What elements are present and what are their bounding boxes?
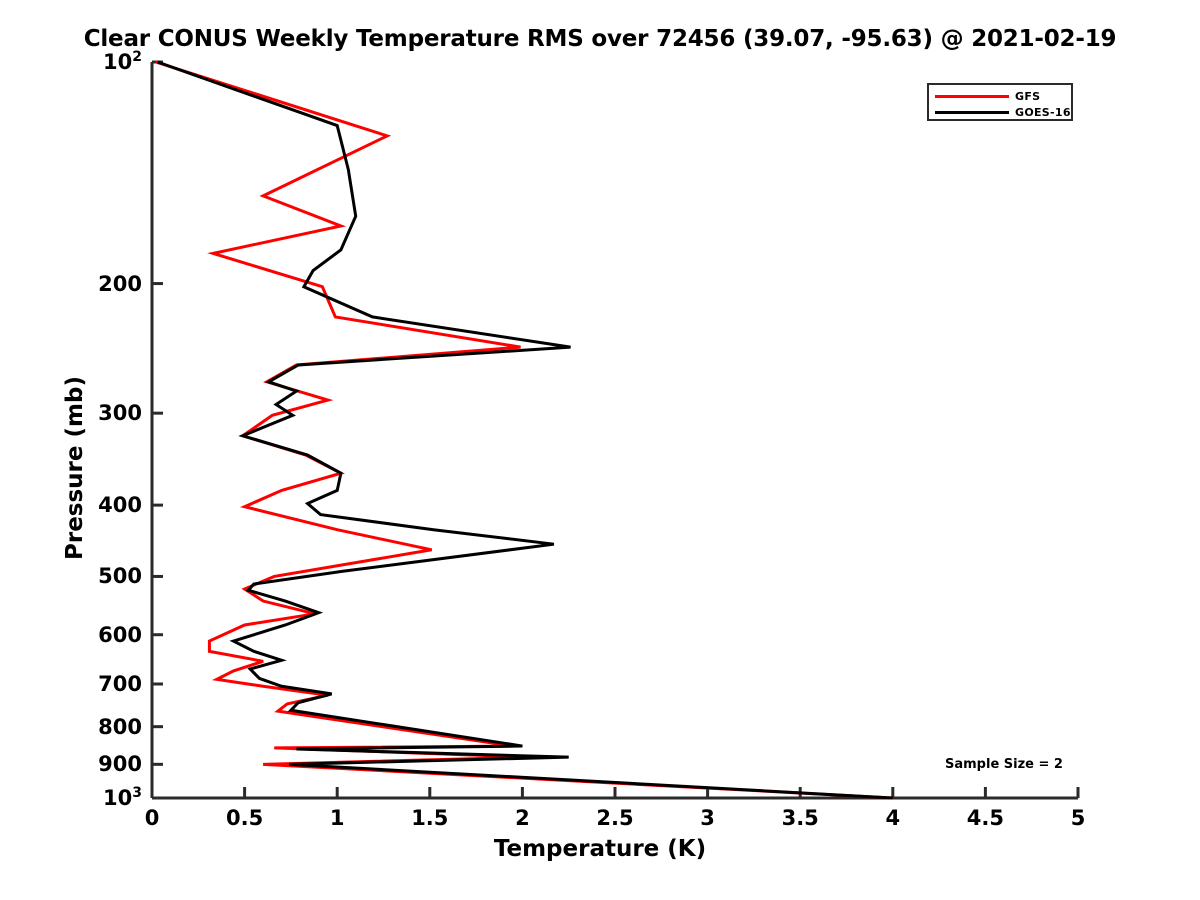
y-tick-label: 200 xyxy=(98,271,142,296)
sample-size-annotation: Sample Size = 2 xyxy=(945,757,1063,772)
y-axis-label: Pressure (mb) xyxy=(62,376,88,560)
y-tick-label: 300 xyxy=(98,401,142,426)
legend-label-gfs: GFS xyxy=(1015,89,1041,103)
legend-item-gfs[interactable]: GFS xyxy=(935,88,1040,104)
y-tick-label: 500 xyxy=(98,564,142,589)
x-tick-label: 0 xyxy=(144,806,160,830)
x-tick-label: 1 xyxy=(329,806,345,830)
y-tick-label: 900 xyxy=(98,752,142,777)
x-tick-label: 1.5 xyxy=(411,806,449,830)
x-tick-label: 0.5 xyxy=(225,806,264,830)
x-tick-label: 2.5 xyxy=(596,806,634,830)
x-tick-label: 5 xyxy=(1070,806,1086,830)
y-tick-label: 800 xyxy=(98,714,142,739)
legend-color-swatch-goes16 xyxy=(935,110,1009,114)
y-tick-label: 700 xyxy=(98,671,142,696)
legend-label-goes16: GOES-16 xyxy=(1015,105,1071,119)
x-tick-label: 2 xyxy=(515,806,530,830)
legend-item-goes16[interactable]: GOES-16 xyxy=(935,104,1071,120)
y-tick-label: 102 xyxy=(103,49,142,74)
x-axis-label: Temperature (K) xyxy=(493,836,707,862)
data-series-group xyxy=(155,60,893,800)
series-line-gfs xyxy=(155,60,893,800)
x-tick-label: 3 xyxy=(700,806,715,830)
x-tick-label: 3.5 xyxy=(781,806,819,830)
chart-title: Clear CONUS Weekly Temperature RMS over … xyxy=(83,26,1117,52)
legend-color-swatch-gfs xyxy=(935,94,1009,98)
x-tick-label: 4 xyxy=(885,806,901,830)
legend[interactable]: GFS GOES-16 xyxy=(927,83,1073,121)
y-tick-label: 600 xyxy=(98,622,142,647)
x-tick-label: 4.5 xyxy=(966,806,1004,830)
series-line-goes-16 xyxy=(157,60,893,800)
y-tick-label: 103 xyxy=(103,785,142,810)
y-tick-label: 400 xyxy=(98,493,142,518)
